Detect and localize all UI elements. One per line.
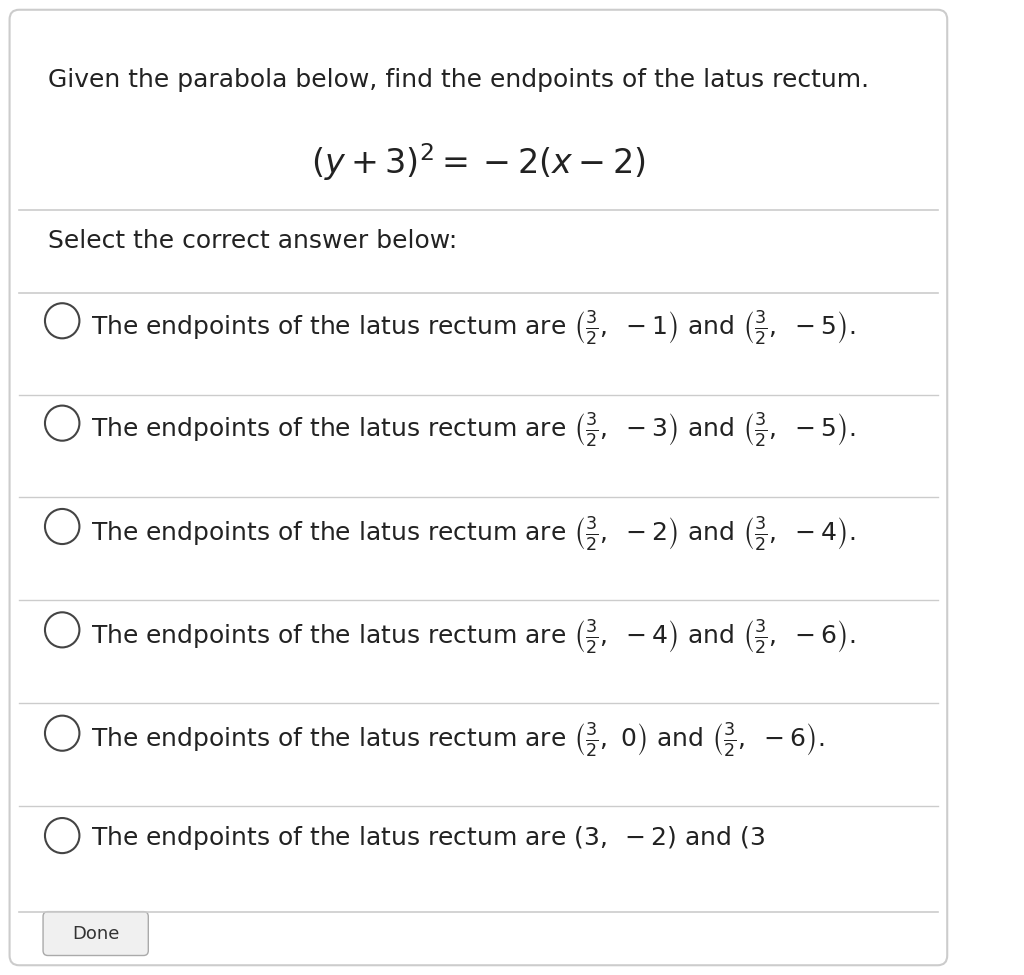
FancyBboxPatch shape bbox=[9, 10, 947, 965]
Text: The endpoints of the latus rectum are $\left(\frac{3}{2},\ -4\right)$ and $\left: The endpoints of the latus rectum are $\… bbox=[91, 618, 855, 656]
Circle shape bbox=[45, 509, 80, 544]
Circle shape bbox=[45, 818, 80, 853]
Text: Given the parabola below, find the endpoints of the latus rectum.: Given the parabola below, find the endpo… bbox=[48, 68, 869, 93]
Circle shape bbox=[45, 406, 80, 441]
Circle shape bbox=[45, 303, 80, 338]
Circle shape bbox=[45, 612, 80, 647]
Text: The endpoints of the latus rectum are $\left(\frac{3}{2},\ -3\right)$ and $\left: The endpoints of the latus rectum are $\… bbox=[91, 411, 855, 449]
Text: Done: Done bbox=[72, 925, 120, 943]
Text: $(y + 3)^2 = -2(x - 2)$: $(y + 3)^2 = -2(x - 2)$ bbox=[311, 141, 645, 183]
Text: Select the correct answer below:: Select the correct answer below: bbox=[48, 229, 457, 254]
Text: The endpoints of the latus rectum are $\left(\frac{3}{2},\ 0\right)$ and $\left(: The endpoints of the latus rectum are $\… bbox=[91, 722, 824, 760]
FancyBboxPatch shape bbox=[43, 912, 148, 955]
Text: The endpoints of the latus rectum are $\left(3,\ -2\right)$ and $\left(3\right.$: The endpoints of the latus rectum are $\… bbox=[91, 824, 765, 852]
Circle shape bbox=[45, 716, 80, 751]
Text: The endpoints of the latus rectum are $\left(\frac{3}{2},\ -1\right)$ and $\left: The endpoints of the latus rectum are $\… bbox=[91, 309, 855, 347]
Text: The endpoints of the latus rectum are $\left(\frac{3}{2},\ -2\right)$ and $\left: The endpoints of the latus rectum are $\… bbox=[91, 515, 855, 553]
